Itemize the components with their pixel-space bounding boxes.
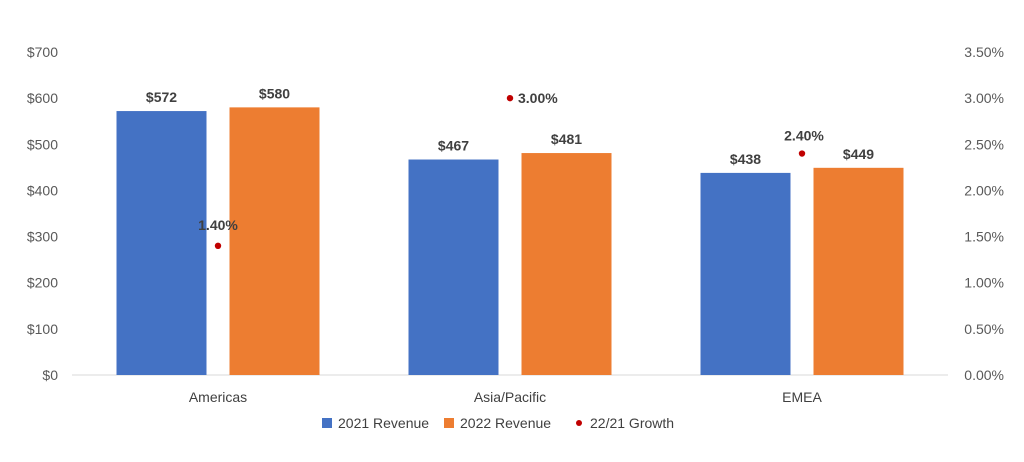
bar: [813, 167, 904, 375]
growth-point: [798, 150, 806, 157]
legend-swatch: [444, 418, 454, 428]
legend-label: 2022 Revenue: [460, 415, 551, 431]
growth-data-label: 2.40%: [784, 128, 824, 144]
bar-data-label: $449: [843, 146, 874, 162]
bar-data-label: $580: [259, 85, 290, 101]
y-tick-label: $600: [27, 90, 58, 106]
right-axis-ticks: 0.00% 0.50% 1.00% 1.50% 2.00% 2.50% 3.00% 3.50%: [964, 44, 1004, 383]
bar-data-label: $438: [730, 151, 761, 167]
bar: [116, 111, 207, 375]
growth-points: [214, 94, 806, 249]
bar-data-label: $572: [146, 89, 177, 105]
y-tick-label: $500: [27, 136, 58, 152]
growth-data-label: 3.00%: [518, 90, 558, 106]
bar: [408, 159, 499, 375]
data-labels: $572 $580 $467 $481 $438 $449 1.40% 3.00% 2.40%: [146, 85, 874, 232]
bar-data-label: $467: [438, 138, 469, 154]
y2-tick-label: 1.50%: [964, 229, 1004, 245]
y-tick-label: $100: [27, 321, 58, 337]
growth-data-label: 1.40%: [198, 217, 238, 233]
category-labels: Americas Asia/Pacific EMEA: [189, 389, 823, 405]
category-label: Asia/Pacific: [474, 389, 546, 405]
y2-tick-label: 2.50%: [964, 136, 1004, 152]
bar: [229, 107, 320, 375]
growth-point: [214, 242, 222, 249]
left-axis-ticks: $0 $100 $200 $300 $400 $500 $600 $700: [27, 44, 58, 383]
bars: [116, 107, 904, 375]
y2-tick-label: 1.00%: [964, 275, 1004, 291]
y2-tick-label: 2.00%: [964, 182, 1004, 198]
legend-label: 2021 Revenue: [338, 415, 429, 431]
legend-marker: [576, 420, 582, 426]
legend: 2021 Revenue 2022 Revenue 22/21 Growth: [322, 415, 674, 431]
category-label: Americas: [189, 389, 247, 405]
y-tick-label: $400: [27, 182, 58, 198]
category-label: EMEA: [782, 389, 822, 405]
y2-tick-label: 0.50%: [964, 321, 1004, 337]
y-tick-label: $0: [42, 367, 58, 383]
bar: [700, 172, 791, 375]
legend-swatch: [322, 418, 332, 428]
y2-tick-label: 0.00%: [964, 367, 1004, 383]
y-tick-label: $300: [27, 229, 58, 245]
bar: [521, 153, 612, 375]
growth-point: [506, 94, 514, 102]
y2-tick-label: 3.00%: [964, 90, 1004, 106]
bar-data-label: $481: [551, 131, 582, 147]
legend-label: 22/21 Growth: [590, 415, 674, 431]
y-tick-label: $700: [27, 44, 58, 60]
y2-tick-label: 3.50%: [964, 44, 1004, 60]
y-tick-label: $200: [27, 275, 58, 291]
